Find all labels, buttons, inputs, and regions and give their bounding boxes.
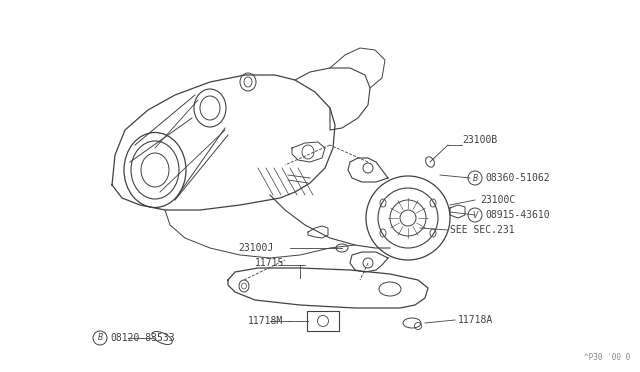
Text: 23100J: 23100J	[238, 243, 273, 253]
Text: B: B	[472, 173, 477, 183]
Text: 08120-83533: 08120-83533	[110, 333, 175, 343]
Text: 08915-43610: 08915-43610	[485, 210, 550, 220]
Text: B: B	[97, 334, 102, 343]
Text: 23100C: 23100C	[480, 195, 515, 205]
Text: 11718A: 11718A	[458, 315, 493, 325]
Text: 08360-51062: 08360-51062	[485, 173, 550, 183]
Text: 23100B: 23100B	[462, 135, 497, 145]
Text: V: V	[472, 211, 477, 219]
Text: SEE SEC.231: SEE SEC.231	[450, 225, 515, 235]
Text: 11715: 11715	[255, 258, 284, 268]
Text: 11718M: 11718M	[248, 316, 284, 326]
Text: ^P30 '00 0: ^P30 '00 0	[584, 353, 630, 362]
